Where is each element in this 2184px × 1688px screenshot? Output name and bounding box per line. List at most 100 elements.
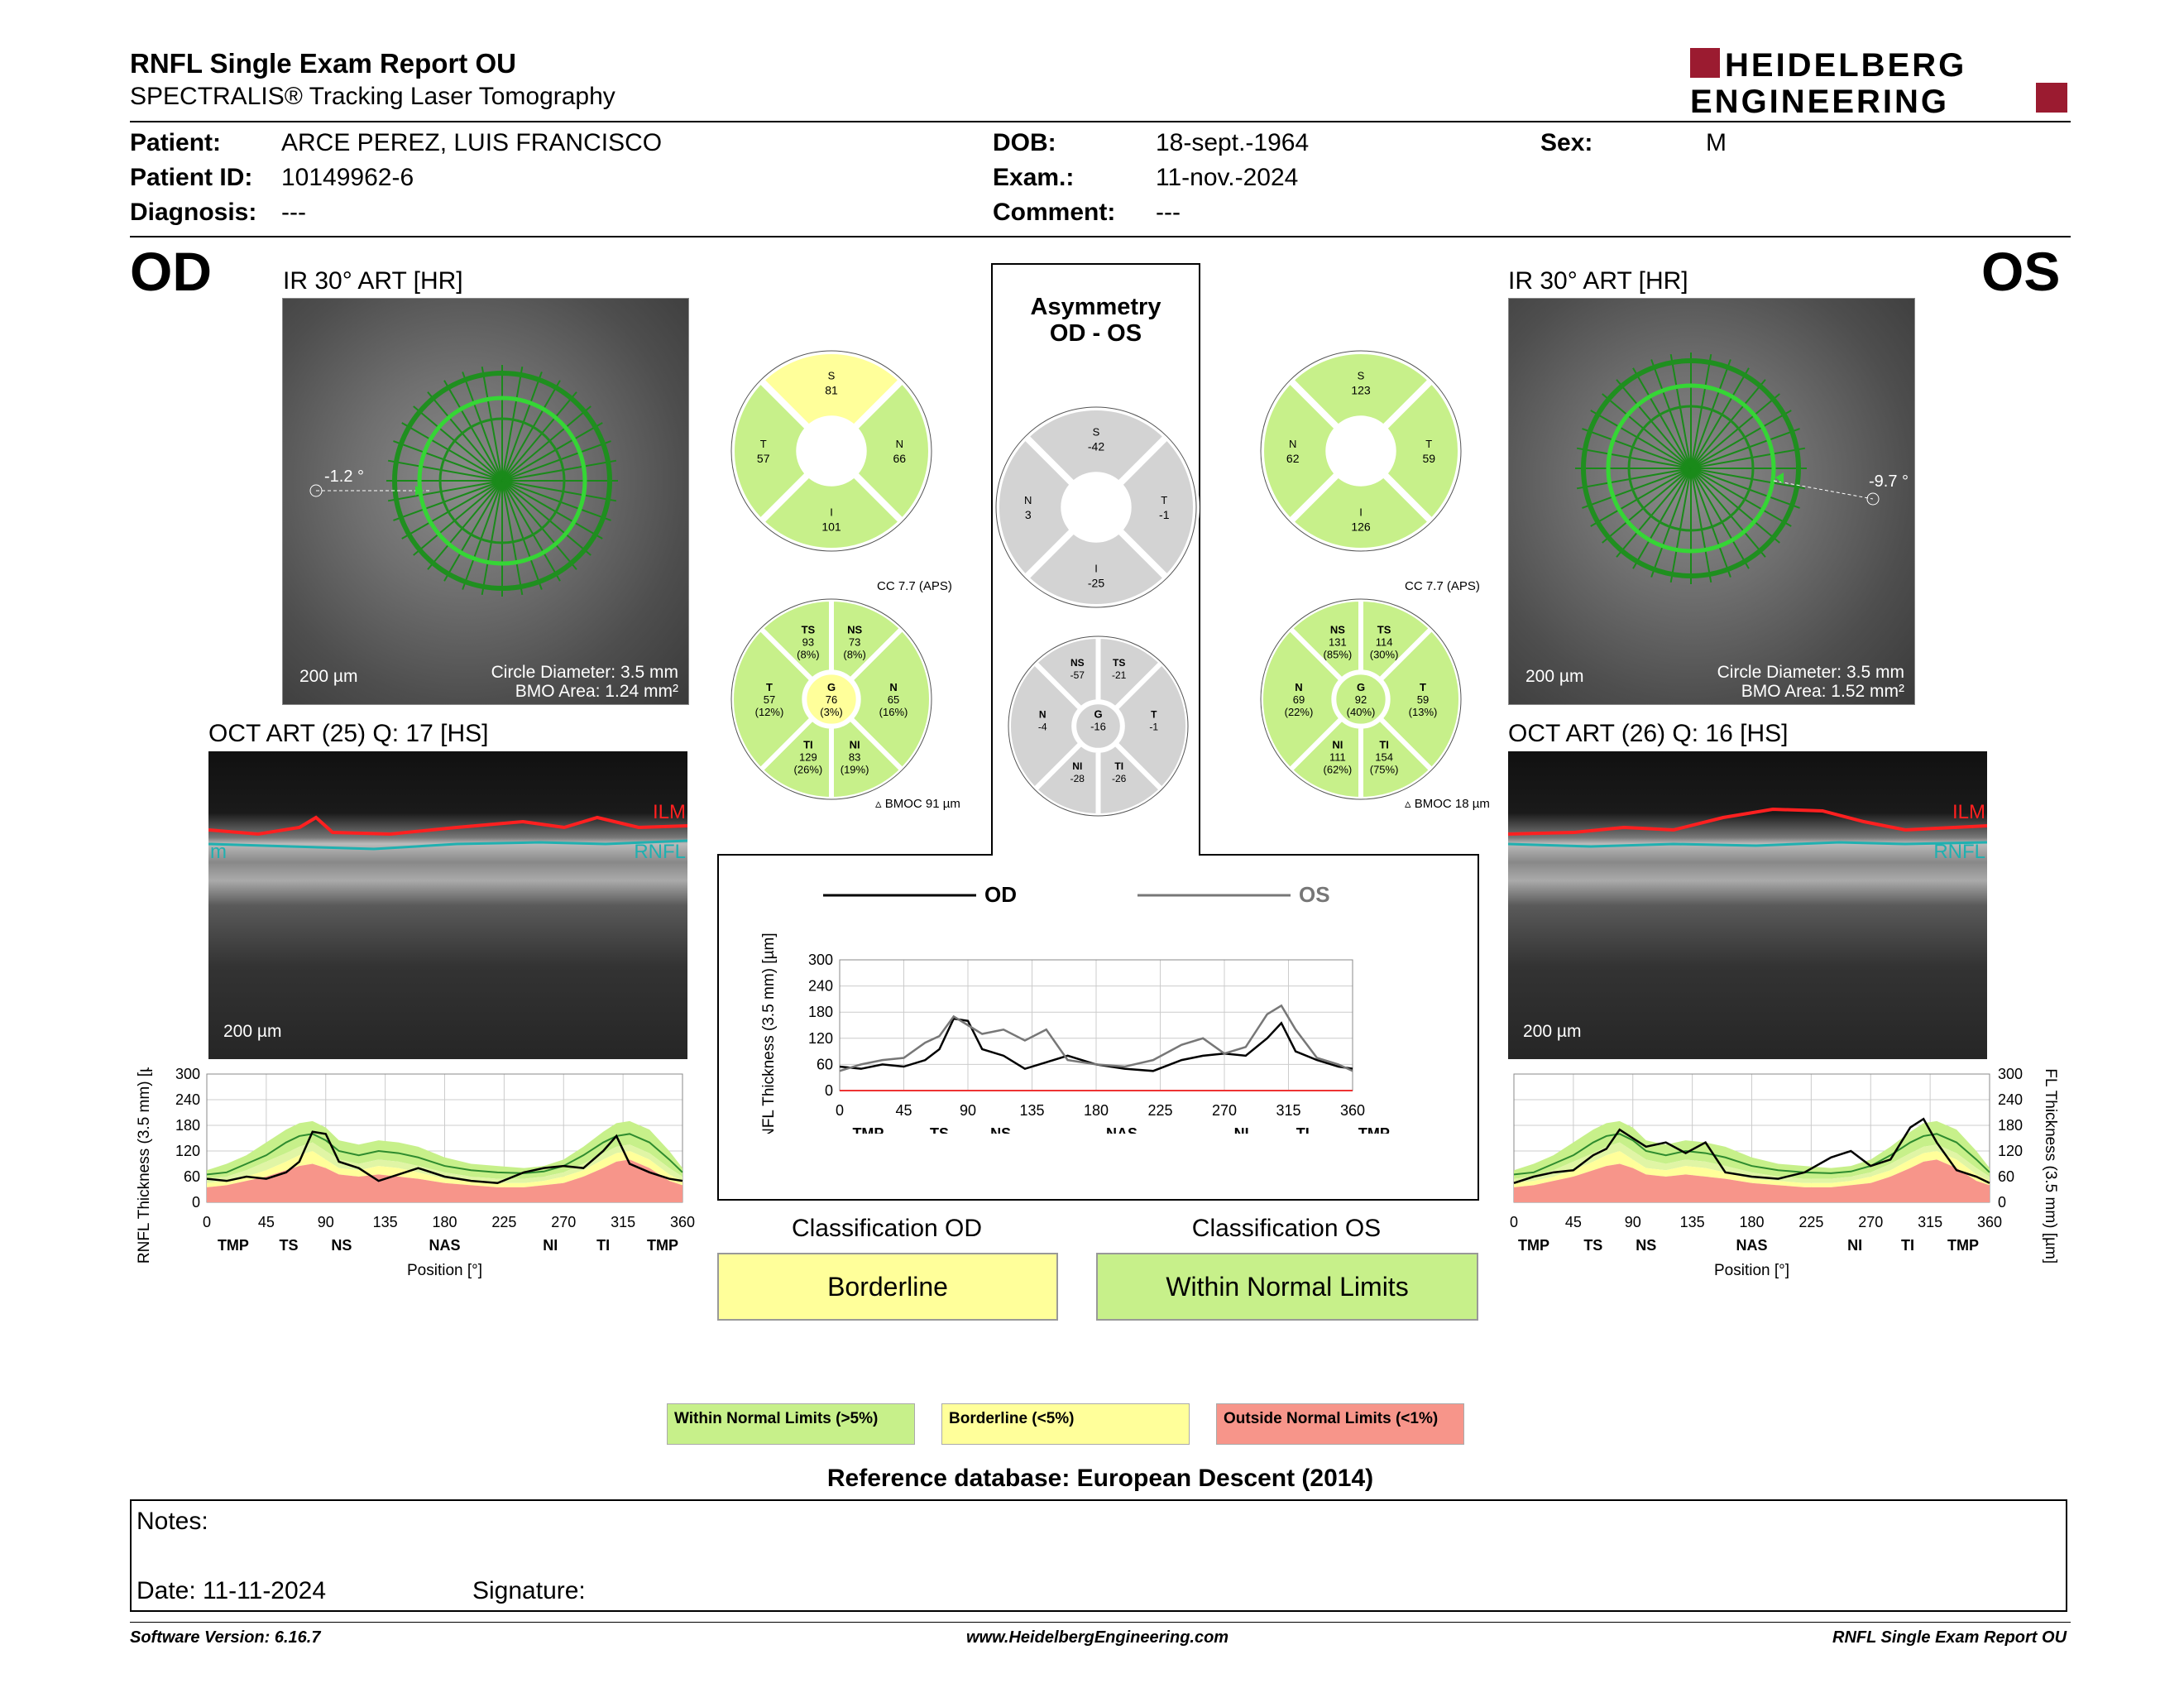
od-ir-title: IR 30° ART [HR] xyxy=(283,267,463,295)
x-tick-label: 135 xyxy=(373,1214,398,1230)
os-sector-value: 131 xyxy=(1329,635,1347,648)
asym-sector-value: -57 xyxy=(1070,669,1085,681)
legend-outside-normal-limits: Outside Normal Limits (<1%) xyxy=(1216,1403,1464,1445)
os-sector-label: NI xyxy=(1332,739,1343,751)
os-quadrant-chart: S 123 T 59 I 126 N 62 xyxy=(1257,348,1464,554)
od-bmo-area: BMO Area: 1.24 mm² xyxy=(515,682,678,701)
od-sector-label: NS xyxy=(847,623,862,635)
od-sector-label: TI xyxy=(803,739,813,751)
od-sector-value: 65 xyxy=(888,693,899,706)
os-ir-image: -9.7 ° 200 µm Circle Diameter: 3.5 mm BM… xyxy=(1508,298,1915,705)
region-label: TMP xyxy=(1518,1237,1549,1254)
od-ir-image: -1.2 ° 200 µm Circle Diameter: 3.5 mm BM… xyxy=(282,298,689,705)
od-sector-label: S xyxy=(828,370,836,382)
region-label: TS xyxy=(280,1237,299,1254)
classification-os-value: Within Normal Limits xyxy=(1096,1253,1478,1321)
os-sector-pct: (30%) xyxy=(1370,648,1399,660)
asym-sector-value: -21 xyxy=(1112,669,1127,681)
asym-sector-value: -1 xyxy=(1149,722,1158,733)
thickness-line xyxy=(1513,1117,1990,1184)
od-sector-pct: (12%) xyxy=(755,706,784,718)
website-link[interactable]: www.HeidelbergEngineering.com xyxy=(966,1628,1229,1647)
os-bmoc-label: ▵ BMOC 18 µm xyxy=(1405,797,1490,811)
os-sector-pct: (22%) xyxy=(1285,706,1314,718)
x-axis-label: Position [°] xyxy=(1714,1262,1789,1279)
x-tick-label: 45 xyxy=(258,1214,275,1230)
asym-sector-label: T xyxy=(1151,709,1157,721)
legend-os: OS xyxy=(1299,885,1330,907)
od-sector-value: 101 xyxy=(821,520,841,533)
legend-od: OD xyxy=(984,885,1017,907)
od-profile-chart: 0 60 120 180 240 300 0 45 90 135 180 225 270 315 360 TM… xyxy=(136,1067,695,1279)
os-ir-scale: 200 µm xyxy=(1525,667,1584,686)
os-cc-label: CC 7.7 (APS) xyxy=(1405,579,1480,593)
y-tick-label: 120 xyxy=(175,1143,200,1159)
x-tick-label: 90 xyxy=(1625,1214,1641,1230)
asym-sector-value: -4 xyxy=(1038,722,1047,733)
os-sector-label: I xyxy=(1359,506,1363,518)
x-tick-label: 90 xyxy=(318,1214,334,1230)
asym-sector-value: -28 xyxy=(1070,773,1085,784)
od-rnfl-label-left: m xyxy=(210,841,227,863)
region-label: TMP xyxy=(1358,1125,1390,1134)
legend-borderline: Borderline (<5%) xyxy=(941,1403,1190,1445)
os-sector-value: 114 xyxy=(1376,635,1393,648)
os-rnfl-label: RNFL xyxy=(1933,841,1985,863)
od-oct-scale: 200 µm xyxy=(223,1022,282,1041)
region-label: NS xyxy=(1636,1237,1656,1254)
od-sector-value: 57 xyxy=(757,452,770,465)
y-tick-label: 0 xyxy=(1998,1194,2006,1211)
asym-sector-value: -42 xyxy=(1088,440,1104,453)
os-angle: -9.7 ° xyxy=(1869,472,1909,491)
x-tick-label: 135 xyxy=(1680,1214,1705,1230)
classification-od-value: Borderline xyxy=(717,1253,1058,1321)
asym-sector-label: TI xyxy=(1114,760,1123,772)
od-sector-pct: (19%) xyxy=(841,764,869,776)
asym-sector-value: -1 xyxy=(1159,508,1170,521)
od-bmoc-label: ▵ BMOC 91 µm xyxy=(875,797,960,811)
region-label: NAS xyxy=(1106,1125,1138,1134)
series-line-os xyxy=(839,1004,1353,1072)
thickness-line xyxy=(206,1130,683,1185)
svg-text:HEIDELBERG: HEIDELBERG xyxy=(1725,47,1966,84)
od-sector-label: T xyxy=(760,438,767,450)
asym-sector-value: -26 xyxy=(1112,773,1127,784)
borderline-band xyxy=(1514,1151,1990,1187)
asym-sector-value: 3 xyxy=(1025,508,1032,521)
y-tick-label: 240 xyxy=(808,978,833,995)
y-tick-label: 120 xyxy=(808,1030,833,1047)
y-tick-label: 60 xyxy=(817,1056,833,1072)
od-rnfl-label: RNFL xyxy=(634,841,686,863)
y-tick-label: 240 xyxy=(1998,1091,2023,1108)
normal-band xyxy=(1514,1120,1990,1179)
os-oct-scale: 200 µm xyxy=(1523,1022,1582,1041)
region-label: TS xyxy=(930,1125,949,1134)
asymmetry-title: Asymmetry OD - OS xyxy=(1030,294,1161,347)
patient-label: Patient: xyxy=(130,129,222,156)
x-tick-label: 0 xyxy=(836,1102,844,1119)
y-tick-label: 180 xyxy=(175,1117,200,1134)
x-axis-label: Position [°] xyxy=(407,1262,482,1279)
y-tick-label: 300 xyxy=(1998,1067,2023,1082)
x-tick-label: 45 xyxy=(895,1102,912,1119)
od-sector-pct: (8%) xyxy=(797,648,819,660)
x-tick-label: 270 xyxy=(1212,1102,1237,1119)
asymmetry-quadrant-chart: S-42 T -1 I -25 N 3 xyxy=(993,404,1200,611)
asym-sector-label: NI xyxy=(1072,760,1082,772)
od-sector-value: 83 xyxy=(849,751,860,764)
region-label: NS xyxy=(331,1237,352,1254)
patient-id-label: Patient ID: xyxy=(130,164,253,191)
region-label: TMP xyxy=(852,1125,884,1134)
borderline-band xyxy=(207,1151,682,1187)
region-label: NI xyxy=(1234,1125,1249,1134)
os-sector-label: NS xyxy=(1330,623,1345,635)
os-profile-chart: 0 60 120 180 240 300 0 45 90 135 180 225 270 315 360 TM… xyxy=(1510,1067,2059,1279)
od-sectoral-chart: NS73(8%)N65(16%)NI83(19%)TI129(26%)T57(1… xyxy=(729,596,934,803)
os-sector-value: 59 xyxy=(1422,452,1435,465)
asymmetry-line-chart: 0 60 120 180 240 300 0 45 90 135 180 225 270 315 360 TM… xyxy=(760,885,1390,1134)
os-scan-circle xyxy=(1575,352,1880,584)
asym-sector-label: NS xyxy=(1070,657,1085,669)
region-label: NI xyxy=(1847,1237,1862,1254)
y-tick-label: 240 xyxy=(175,1091,200,1108)
od-sector-label: N xyxy=(896,438,903,450)
